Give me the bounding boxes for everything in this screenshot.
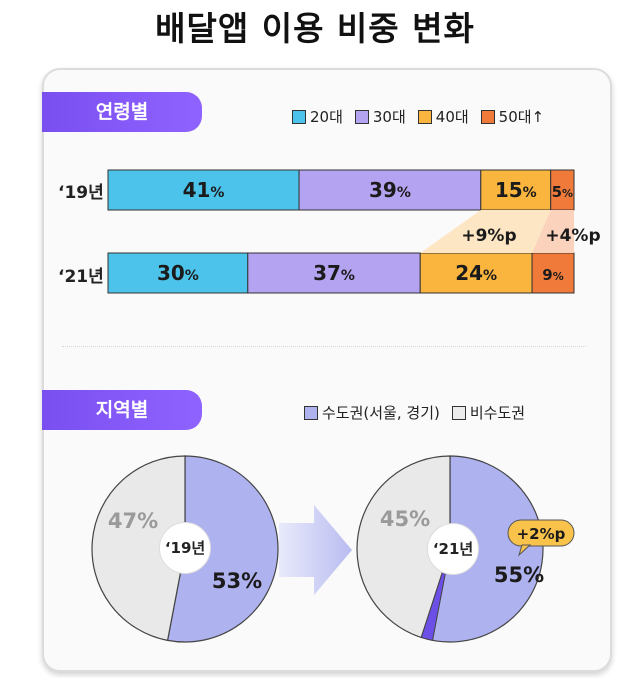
bar-segment xyxy=(107,252,249,294)
pie-annotation: +2%p xyxy=(517,525,566,543)
bar-segment xyxy=(247,252,421,294)
bar-value-label: 39% xyxy=(369,178,411,202)
legend-swatch xyxy=(304,405,318,420)
pie-slice xyxy=(166,455,279,643)
bar-change-connector xyxy=(532,210,574,253)
pie-value-label: 47% xyxy=(108,509,158,533)
section-divider xyxy=(62,346,586,347)
pie-value-label: 45% xyxy=(380,507,430,531)
legend-item-50s: 50대↑ xyxy=(480,106,545,127)
row-label-2021: ‘21년 xyxy=(58,267,104,287)
pie-slice xyxy=(356,455,451,639)
bar-value-label: 24% xyxy=(455,261,497,285)
row-label-2019: ‘19년 xyxy=(58,183,104,203)
legend-swatch xyxy=(292,109,306,124)
bar-value-label: 5% xyxy=(552,183,573,201)
legend-item-non-capital: 비수도권 xyxy=(451,402,526,423)
legend-label: 비수도권 xyxy=(469,404,526,422)
bar-value-label: 30% xyxy=(157,261,199,285)
pie-slice xyxy=(420,455,544,643)
legend-swatch xyxy=(480,109,495,124)
legend-swatch xyxy=(354,109,369,124)
bar-change-connector xyxy=(420,210,551,253)
bar-segment xyxy=(531,252,575,294)
pie-center-label-2019: ‘19년 xyxy=(159,522,211,574)
legend-item-30s: 30대 xyxy=(354,106,406,127)
bar-annotation: +4%p xyxy=(545,226,600,246)
section-label-region: 지역별 xyxy=(42,390,202,430)
bar-annotation: +9%p xyxy=(461,226,516,246)
region-legend: 수도권(서울, 경기) 비수도권 xyxy=(292,402,525,423)
pie-value-label: 53% xyxy=(212,569,262,593)
legend-label: 20대 xyxy=(310,108,343,126)
legend-item-capital: 수도권(서울, 경기) xyxy=(304,402,440,423)
legend-item-40s: 40대 xyxy=(417,106,469,127)
legend-label: 50대↑ xyxy=(498,108,545,126)
bar-value-label: 41% xyxy=(183,178,225,202)
bar-value-label: 9% xyxy=(542,266,563,284)
bar-segment xyxy=(298,169,482,211)
legend-swatch xyxy=(417,109,432,124)
pie-annotation-pointer xyxy=(518,544,532,557)
bar-value-label: 15% xyxy=(495,178,537,202)
pie-annotation-badge xyxy=(507,519,575,547)
bar-value-label: 37% xyxy=(313,261,355,285)
legend-item-20s: 20대 xyxy=(292,106,343,127)
legend-swatch xyxy=(451,405,466,420)
legend-label: 40대 xyxy=(435,108,469,126)
pie-slice xyxy=(91,455,186,642)
bar-segment xyxy=(107,169,300,211)
age-legend: 20대 30대 40대 50대↑ xyxy=(280,106,544,127)
arrow-icon xyxy=(279,505,352,595)
pie-value-label: 55% xyxy=(494,563,544,587)
pie-center-label-2021: ‘21년 xyxy=(427,523,479,575)
legend-label: 30대 xyxy=(372,108,406,126)
legend-label: 수도권(서울, 경기) xyxy=(322,404,440,422)
page-title: 배달앱 이용 비중 변화 xyxy=(155,9,475,48)
section-label-age: 연령별 xyxy=(42,92,202,132)
bar-segment xyxy=(480,169,552,211)
